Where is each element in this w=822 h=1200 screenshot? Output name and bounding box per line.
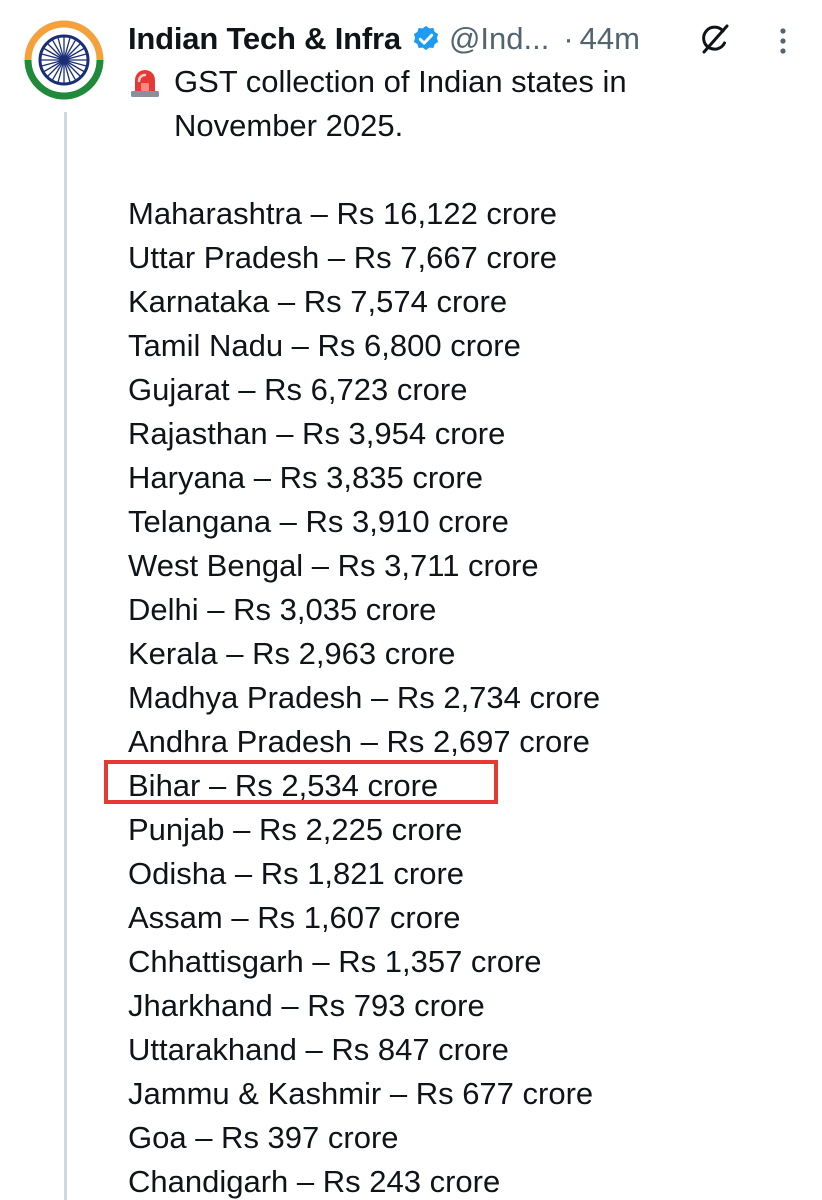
blank-line bbox=[128, 148, 808, 192]
state-gst-item: Goa – Rs 397 crore bbox=[128, 1120, 399, 1155]
state-gst-item: Uttar Pradesh – Rs 7,667 crore bbox=[128, 240, 558, 275]
bihar-highlight-box bbox=[104, 760, 498, 804]
grok-icon[interactable] bbox=[697, 22, 731, 56]
state-gst-item: Chandigarh – Rs 243 crore bbox=[128, 1164, 501, 1199]
state-gst-item: Rajasthan – Rs 3,954 crore bbox=[128, 416, 506, 451]
state-gst-item: Maharashtra – Rs 16,122 crore bbox=[128, 196, 558, 231]
state-gst-item: West Bengal – Rs 3,711 crore bbox=[128, 548, 539, 583]
thread-line bbox=[64, 112, 67, 1200]
state-gst-item: Telangana – Rs 3,910 crore bbox=[128, 504, 509, 539]
state-gst-item: Punjab – Rs 2,225 crore bbox=[128, 812, 463, 847]
state-gst-item: Delhi – Rs 3,035 crore bbox=[128, 592, 437, 627]
state-gst-item: Assam – Rs 1,607 crore bbox=[128, 900, 461, 935]
state-gst-item: Uttarakhand – Rs 847 crore bbox=[128, 1032, 509, 1067]
more-vertical-icon[interactable] bbox=[770, 26, 796, 56]
state-gst-list: Maharashtra – Rs 16,122 crore Uttar Prade… bbox=[128, 192, 808, 1200]
state-gst-item: Bihar – Rs 2,534 crore bbox=[128, 768, 439, 803]
state-gst-item: Karnataka – Rs 7,574 crore bbox=[128, 284, 508, 319]
tweet-body: GST collection of Indian states in Novem… bbox=[128, 60, 808, 1200]
header-separator: · bbox=[563, 21, 574, 56]
verified-badge-icon bbox=[413, 25, 439, 51]
state-gst-item: Jammu & Kashmir – Rs 677 crore bbox=[128, 1076, 594, 1111]
tweet-intro-text: GST collection of Indian states in Novem… bbox=[174, 64, 627, 143]
author-name[interactable]: Indian Tech & Infra bbox=[128, 21, 401, 56]
avatar[interactable] bbox=[22, 18, 106, 102]
state-gst-item: Jharkhand – Rs 793 crore bbox=[128, 988, 485, 1023]
tweet-header: Indian Tech & Infra @Ind... · 44m bbox=[128, 16, 802, 62]
state-gst-item: Odisha – Rs 1,821 crore bbox=[128, 856, 465, 891]
state-gst-item: Gujarat – Rs 6,723 crore bbox=[128, 372, 468, 407]
tweet-intro: GST collection of Indian states in Novem… bbox=[128, 60, 808, 148]
siren-icon bbox=[131, 70, 159, 97]
tweet-timestamp[interactable]: 44m bbox=[579, 21, 640, 56]
state-gst-item: Kerala – Rs 2,963 crore bbox=[128, 636, 456, 671]
state-gst-item: Chhattisgarh – Rs 1,357 crore bbox=[128, 944, 542, 979]
state-gst-item: Tamil Nadu – Rs 6,800 crore bbox=[128, 328, 521, 363]
state-gst-item: Haryana – Rs 3,835 crore bbox=[128, 460, 483, 495]
state-gst-item: Andhra Pradesh – Rs 2,697 crore bbox=[128, 724, 590, 759]
author-handle[interactable]: @Ind... bbox=[448, 21, 550, 56]
state-gst-item: Madhya Pradesh – Rs 2,734 crore bbox=[128, 680, 601, 715]
